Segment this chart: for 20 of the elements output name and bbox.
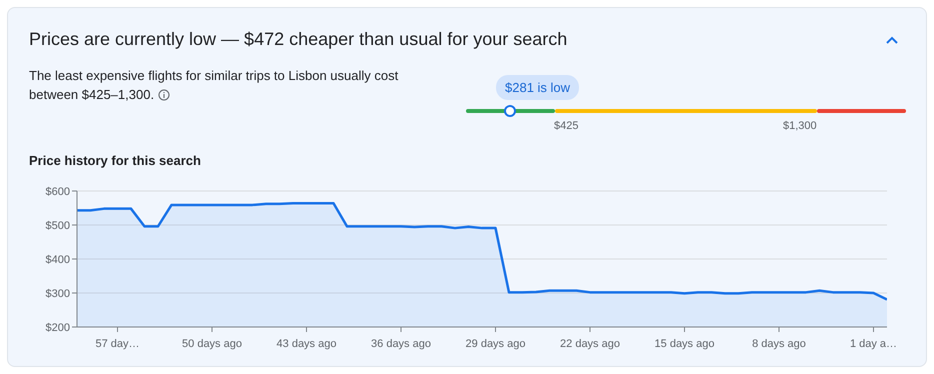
x-tick-label: 43 days ago [276,338,336,350]
x-tick-label: 22 days ago [560,338,620,350]
y-tick-label: $600 [46,186,70,198]
x-tick-label: 8 days ago [752,338,806,350]
y-tick-label: $400 [46,254,70,266]
chart-title: Price history for this search [29,153,201,168]
y-tick-label: $300 [46,288,70,300]
x-tick-label: 36 days ago [371,338,431,350]
text: $425 [554,120,578,132]
text: $1,300 [783,120,817,132]
text: The least expensive flights for similar trips to Lisbon usually cost between $425–1,300. [29,67,399,104]
y-tick-label: $200 [46,322,70,334]
x-tick-label: 1 day a… [850,338,898,350]
x-tick-label: 57 day… [95,338,140,350]
y-tick-label: $500 [46,220,70,232]
x-tick-label: 15 days ago [654,338,714,350]
x-tick-label: 50 days ago [182,338,242,350]
x-tick-label: 29 days ago [466,338,526,350]
text: $281 is low [496,75,580,100]
text: Prices are currently low — $472 cheaper than usual for your search [29,29,568,50]
